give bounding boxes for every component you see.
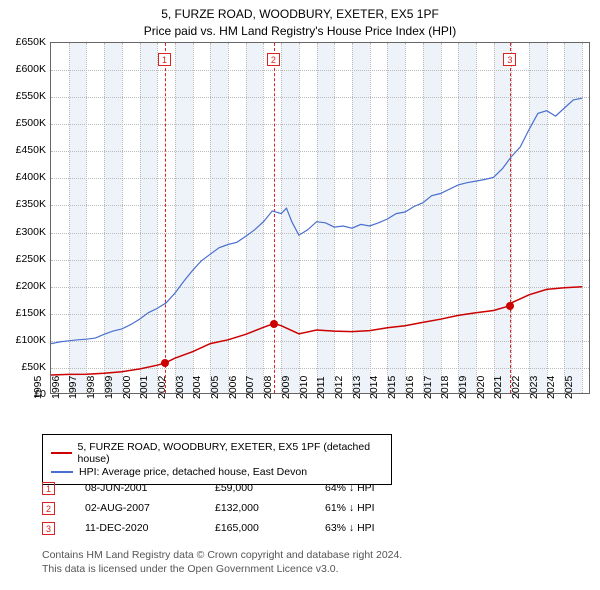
x-axis-label: 2007 (244, 372, 256, 399)
legend-swatch (51, 452, 72, 454)
x-axis-label: 1995 (32, 372, 44, 399)
x-axis-label: 1999 (103, 372, 115, 399)
x-axis-label: 2004 (191, 372, 203, 399)
y-axis-label: £500K (6, 117, 46, 129)
x-axis-label: 2011 (315, 372, 327, 399)
table-price: £132,000 (215, 502, 325, 514)
legend-label: HPI: Average price, detached house, East… (79, 466, 307, 478)
x-axis-label: 2002 (156, 372, 168, 399)
table-row: 3 11-DEC-2020£165,00063% ↓ HPI (42, 518, 445, 538)
y-axis-label: £100K (6, 334, 46, 346)
x-axis-label: 2023 (528, 372, 540, 399)
y-axis-label: £450K (6, 144, 46, 156)
table-diff: 61% ↓ HPI (325, 502, 445, 514)
table-marker: 1 (42, 482, 55, 495)
footer-line-2: This data is licensed under the Open Gov… (42, 562, 402, 576)
marker-number: 2 (267, 53, 280, 66)
table-price: £59,000 (215, 482, 325, 494)
x-axis-label: 2000 (121, 372, 133, 399)
x-axis-label: 1996 (50, 372, 62, 399)
chart: £0£50K£100K£150K£200K£250K£300K£350K£400… (6, 42, 594, 426)
x-axis-label: 2025 (563, 372, 575, 399)
table-date: 11-DEC-2020 (85, 522, 215, 534)
sale-point (161, 359, 169, 367)
x-axis-label: 2013 (351, 372, 363, 399)
y-axis-label: £150K (6, 307, 46, 319)
x-axis-label: 2009 (280, 372, 292, 399)
x-axis-label: 2003 (174, 372, 186, 399)
table-row: 2 02-AUG-2007£132,00061% ↓ HPI (42, 498, 445, 518)
x-axis-label: 2012 (333, 372, 345, 399)
x-axis-label: 2016 (404, 372, 416, 399)
x-axis-label: 2015 (386, 372, 398, 399)
footer: Contains HM Land Registry data © Crown c… (42, 548, 402, 576)
table-marker: 3 (42, 522, 55, 535)
y-axis-label: £200K (6, 280, 46, 292)
table-diff: 64% ↓ HPI (325, 482, 445, 494)
x-axis-label: 2006 (227, 372, 239, 399)
y-axis-label: £550K (6, 90, 46, 102)
line-svg (51, 43, 590, 394)
marker-number: 3 (503, 53, 516, 66)
sales-table: 1 08-JUN-2001£59,00064% ↓ HPI 2 02-AUG-2007… (42, 478, 445, 538)
series-line (51, 287, 582, 375)
x-axis-label: 2010 (298, 372, 310, 399)
x-axis-label: 2017 (422, 372, 434, 399)
x-axis-label: 2024 (545, 372, 557, 399)
plot-area: 1 2 3 (50, 42, 590, 394)
sale-point (270, 320, 278, 328)
footer-line-1: Contains HM Land Registry data © Crown c… (42, 548, 402, 562)
series-line (51, 98, 582, 343)
x-axis-label: 2020 (475, 372, 487, 399)
y-axis-label: £400K (6, 171, 46, 183)
table-row: 1 08-JUN-2001£59,00064% ↓ HPI (42, 478, 445, 498)
x-axis-label: 2022 (510, 372, 522, 399)
x-axis-label: 2014 (368, 372, 380, 399)
y-axis-label: £250K (6, 253, 46, 265)
x-axis-label: 1998 (85, 372, 97, 399)
x-axis-label: 2021 (492, 372, 504, 399)
legend-item: HPI: Average price, detached house, East… (51, 466, 383, 478)
x-axis-label: 2019 (457, 372, 469, 399)
legend-swatch (51, 471, 73, 473)
x-axis-label: 1997 (67, 372, 79, 399)
table-diff: 63% ↓ HPI (325, 522, 445, 534)
table-marker: 2 (42, 502, 55, 515)
marker-number: 1 (158, 53, 171, 66)
legend-item: 5, FURZE ROAD, WOODBURY, EXETER, EX5 1PF… (51, 441, 383, 465)
table-date: 02-AUG-2007 (85, 502, 215, 514)
title-line-2: Price paid vs. HM Land Registry's House … (10, 23, 590, 40)
y-axis-label: £650K (6, 36, 46, 48)
x-axis-label: 2008 (262, 372, 274, 399)
x-axis-label: 2001 (138, 372, 150, 399)
y-axis-label: £350K (6, 198, 46, 210)
y-axis-label: £600K (6, 63, 46, 75)
y-axis-label: £300K (6, 226, 46, 238)
sale-point (506, 302, 514, 310)
table-price: £165,000 (215, 522, 325, 534)
title-area: 5, FURZE ROAD, WOODBURY, EXETER, EX5 1PF… (0, 0, 600, 42)
table-date: 08-JUN-2001 (85, 482, 215, 494)
x-axis-label: 2005 (209, 372, 221, 399)
legend-label: 5, FURZE ROAD, WOODBURY, EXETER, EX5 1PF… (78, 441, 383, 465)
x-axis-label: 2018 (439, 372, 451, 399)
title-line-1: 5, FURZE ROAD, WOODBURY, EXETER, EX5 1PF (10, 6, 590, 23)
